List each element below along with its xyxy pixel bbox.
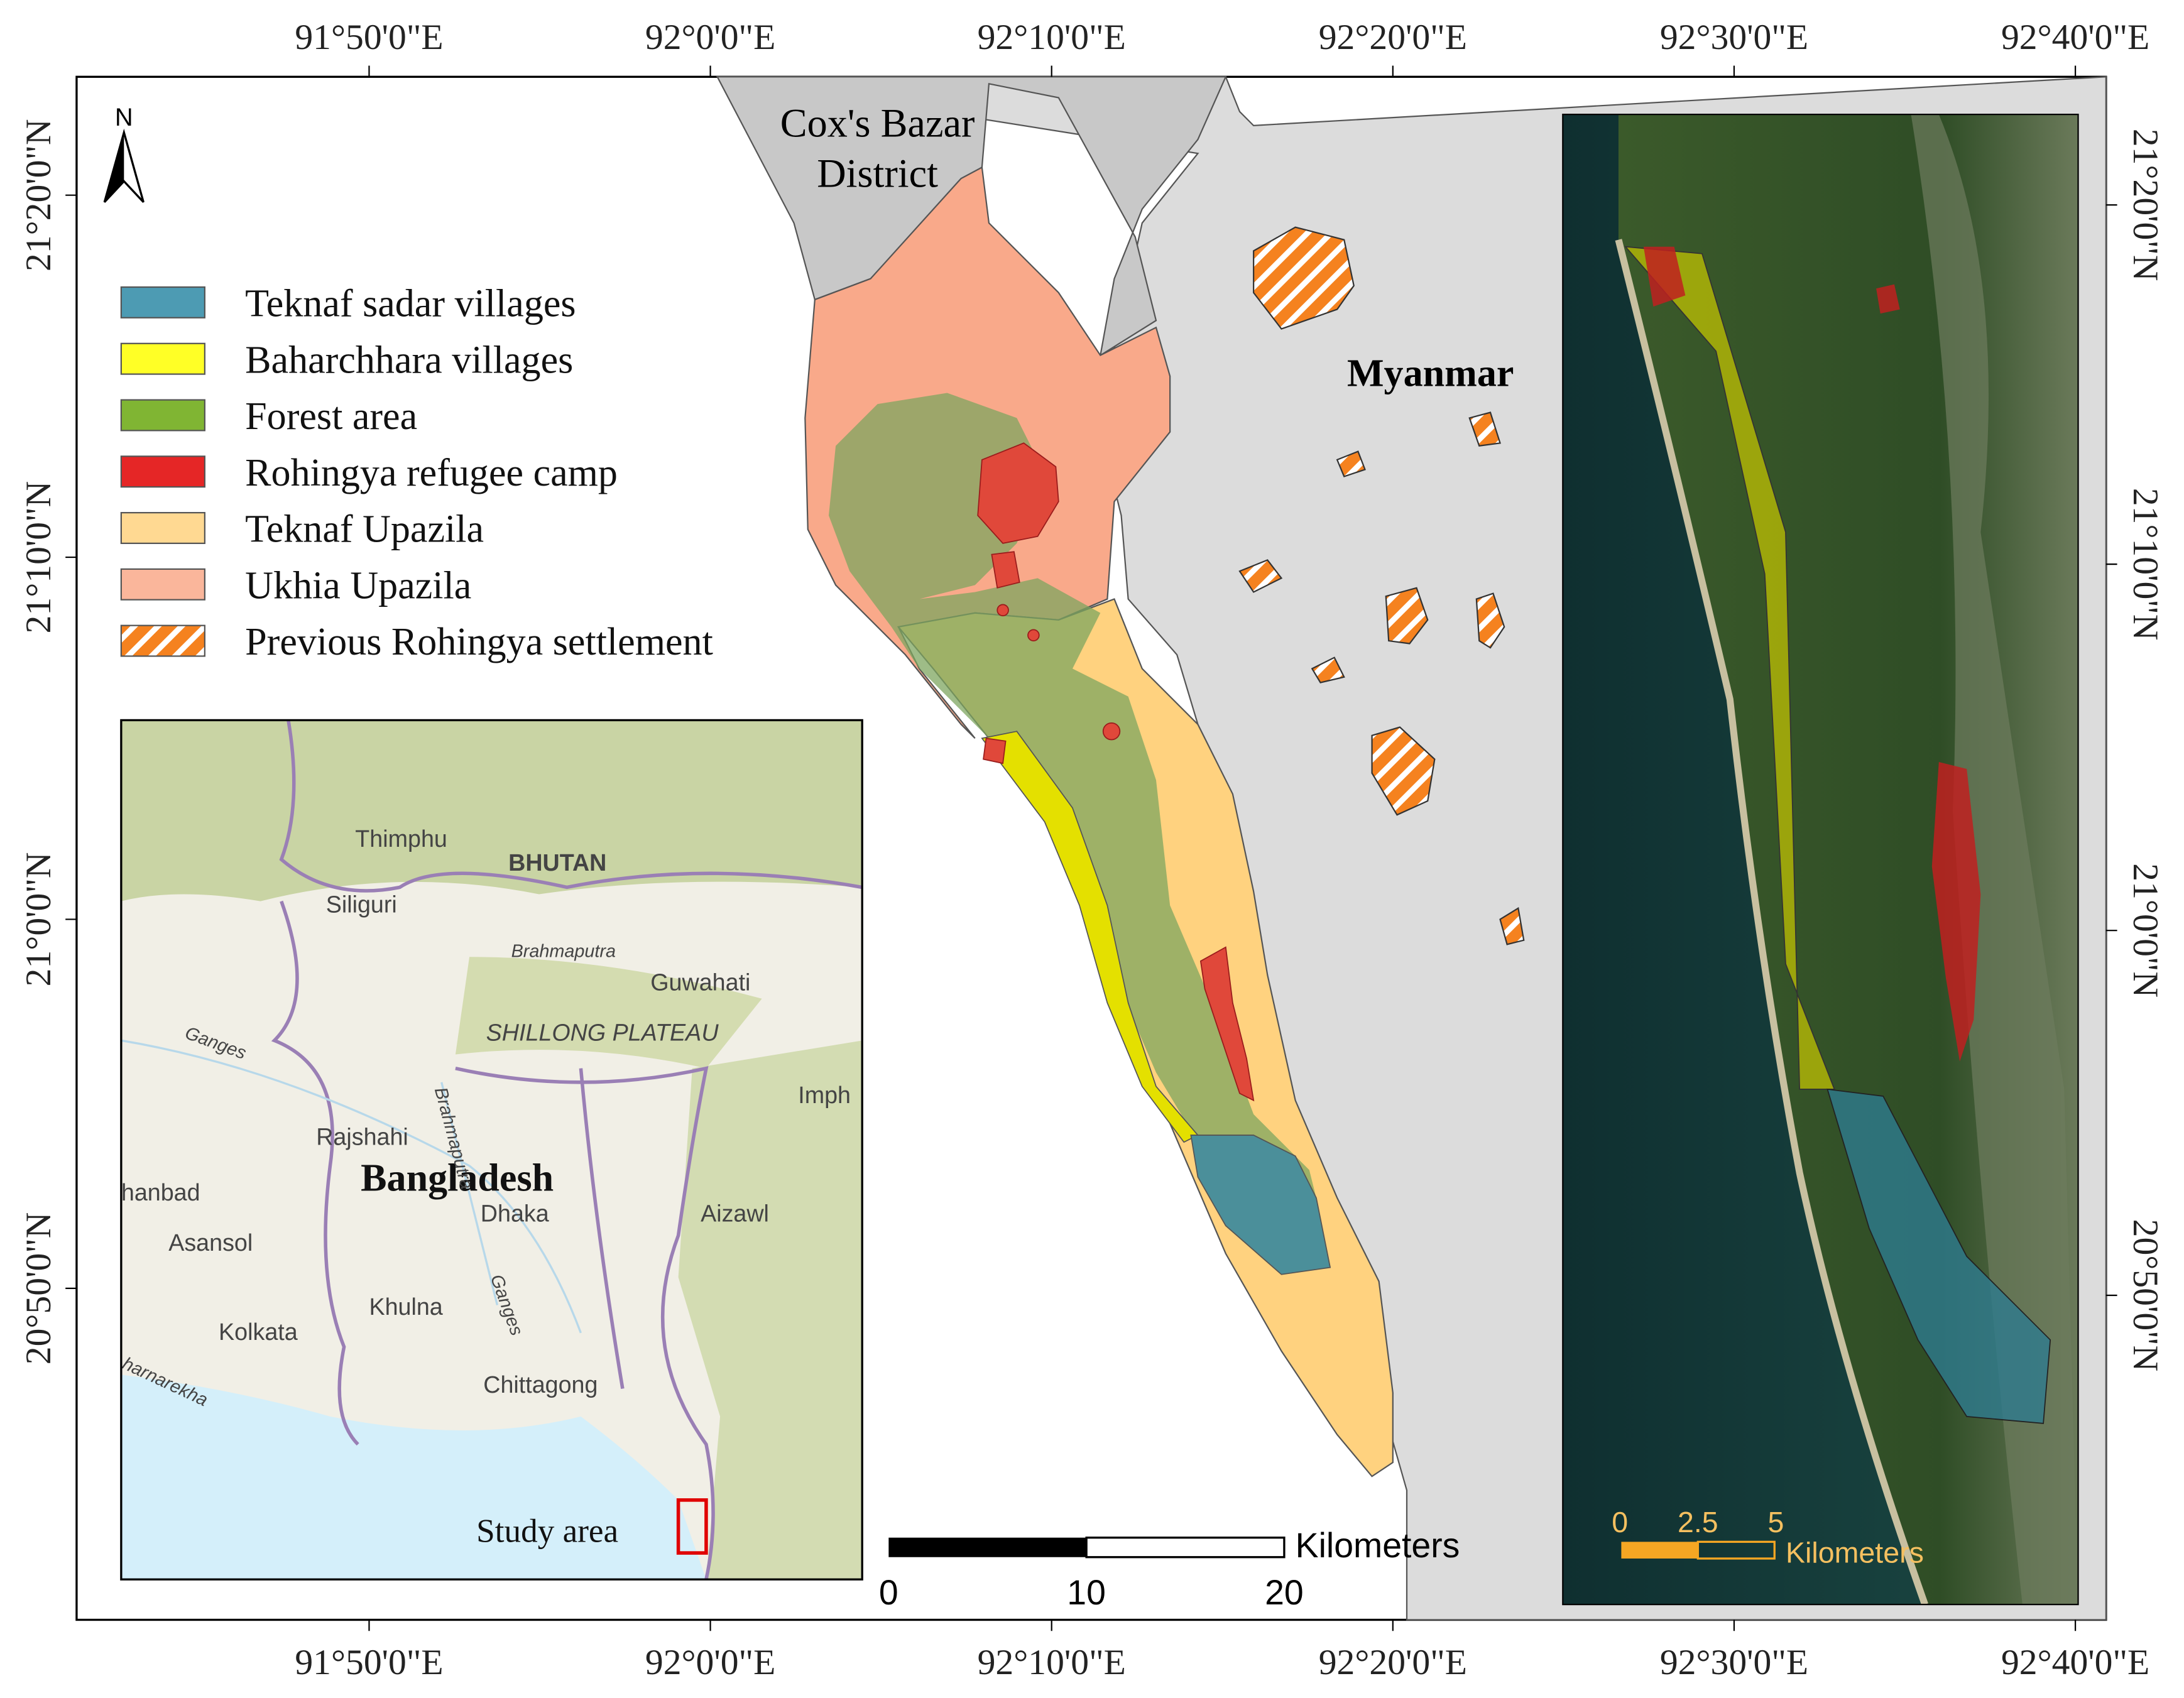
satellite-panel [1563,114,2078,1605]
inset-frame [120,719,863,1581]
north-label: N [115,104,133,131]
inset-label: Guwahati [650,969,750,996]
legend: Teknaf sadar villages Baharchhara village… [120,283,713,663]
inset-label: Rajshahi [316,1124,408,1150]
lat-label: 21°0'0"N [19,852,58,987]
place-label: Myanmar [1347,352,1514,395]
inset-label: SHILLONG PLATEAU [486,1019,719,1045]
inset-label: BHUTAN [508,849,606,876]
inset-label: Bangladesh [361,1157,554,1200]
inset-label: Study area [476,1512,618,1549]
inset-label: Aizawl [701,1200,769,1227]
scale-label: 20 [1265,1573,1304,1612]
inset-label: hanbad [121,1179,200,1205]
sat-scale-unit: Kilometers [1786,1537,1924,1569]
legend-swatch [120,399,205,432]
lon-label: 92°40'0"E [2001,18,2149,57]
inset-label: Thimphu [355,825,447,852]
sat-scale-label: 0 [1612,1506,1628,1538]
scale-label: 10 [1067,1573,1106,1612]
lon-label: 92°30'0"E [1660,18,1808,57]
legend-label: Previous Rohingya settlement [245,621,713,663]
legend-label: Teknaf sadar villages [245,283,576,325]
lon-label: 92°20'0"E [1319,1643,1467,1682]
sat-scale-label: 5 [1768,1506,1784,1538]
previous-settlements [1238,226,1525,945]
legend-swatch [120,568,205,601]
lon-label: 91°50'0"E [295,18,443,57]
lon-label: 92°10'0"E [978,1643,1126,1682]
lon-label: 92°40'0"E [2001,1643,2149,1682]
place-label: District [817,151,938,195]
inset-label: Chittagong [483,1371,598,1398]
satellite-frame [1562,114,2079,1606]
lat-label: 21°20'0"N [19,119,58,271]
inset-label: Imph [798,1082,851,1108]
lon-label: 92°0'0"E [645,1643,775,1682]
lat-label: 21°10'0"N [19,481,58,634]
lon-label: 92°20'0"E [1319,18,1467,57]
lon-label: 92°10'0"E [978,18,1126,57]
legend-swatch [120,624,205,657]
legend-label: Rohingya refugee camp [245,452,618,494]
scale-label: 0 [879,1573,898,1612]
inset-label: Khulna [369,1293,442,1320]
inset-label: Asansol [168,1229,253,1256]
legend-label: Baharchhara villages [245,339,573,381]
lat-label: 21°10'0"N [2126,488,2165,641]
lon-label: 91°50'0"E [295,1643,443,1682]
inset-label: Brahmaputra [511,941,616,961]
lon-label: 92°0'0"E [645,18,775,57]
lon-label: 92°30'0"E [1660,1643,1808,1682]
scale-unit: Kilometers [1296,1526,1460,1565]
inset-label: Dhaka [481,1200,549,1227]
legend-swatch [120,455,205,488]
refugee-camps [977,442,1255,1102]
inset-map: Thimphu BHUTAN Siliguri Brahmaputra Guwa… [121,720,863,1580]
sat-scale-label: 2.5 [1678,1506,1718,1538]
scale-bar [1085,1537,1286,1559]
lat-label: 21°0'0"N [2126,863,2165,998]
scale-bar [888,1537,1087,1557]
legend-label: Ukhia Upazila [245,564,471,607]
place-label: Cox's Bazar [780,101,975,146]
legend-label: Teknaf Upazila [245,508,484,551]
baharchhara-villages [981,731,1199,1143]
legend-swatch [120,286,205,318]
legend-swatch [120,342,205,375]
inset-label: Siliguri [326,891,397,917]
lat-label: 20°50'0"N [19,1212,58,1365]
legend-swatch [120,512,205,545]
lat-label: 21°20'0"N [2126,129,2165,281]
teknaf-sadar-villages [1190,1135,1331,1275]
forest-area [829,393,1316,1198]
legend-label: Forest area [245,395,417,438]
inset-label: Kolkata [219,1319,298,1345]
graticule-labels: 91°50'0"E 92°0'0"E 92°10'0"E 92°20'0"E 92°30… [19,18,2165,1682]
lat-label: 20°50'0"N [2126,1219,2165,1372]
